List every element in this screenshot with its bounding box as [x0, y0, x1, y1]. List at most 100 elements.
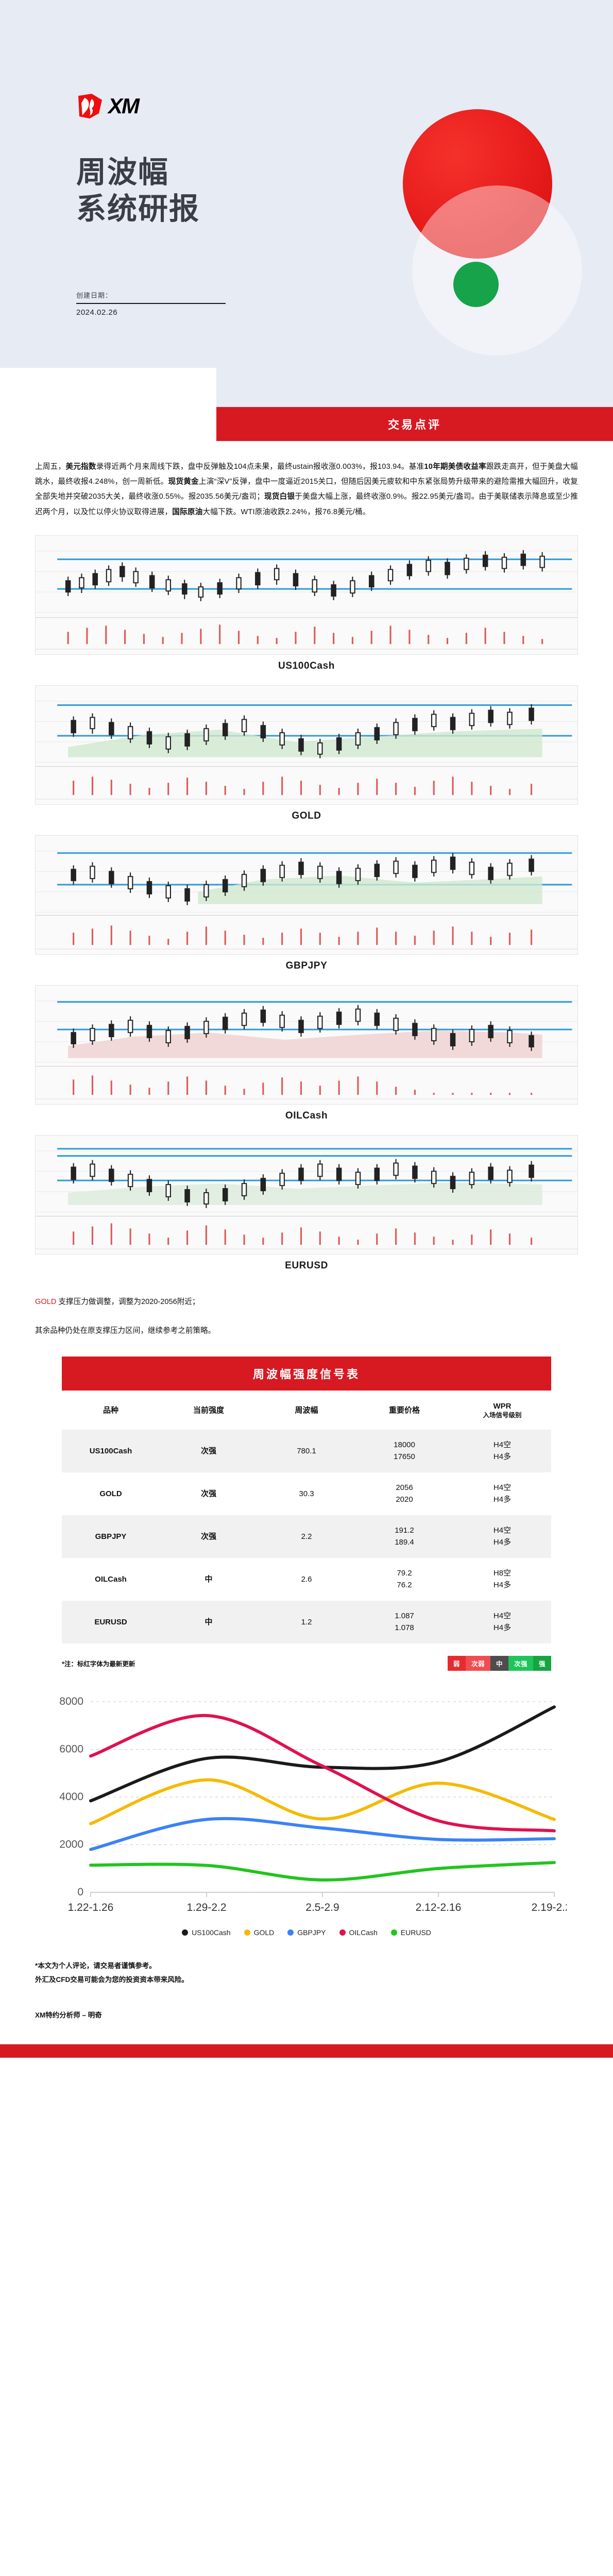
- legend-dot: [390, 1929, 397, 1936]
- cell-key-price: 18000 17650: [355, 1430, 453, 1472]
- signal-table-body: US100Cash 次强 780.1 18000 17650 H4空 H4多 G…: [62, 1430, 551, 1644]
- price-low: 17650: [394, 1452, 415, 1461]
- chart-card: OILCash: [35, 985, 578, 1124]
- chart-image-gold: [35, 685, 578, 805]
- cell-wpr: H4空 H4多: [453, 1601, 551, 1643]
- legend-note: *注：标红字体为最新更新: [62, 1660, 135, 1668]
- cell-strength: 次强: [200, 1532, 216, 1541]
- legend-item-oilcash: OILCash: [339, 1928, 378, 1937]
- col-wpr-main: WPR: [493, 1402, 512, 1411]
- chip-strong: 强: [533, 1656, 551, 1671]
- price-high: 1.087: [395, 1612, 414, 1621]
- svg-text:2000: 2000: [59, 1839, 83, 1851]
- candlestick-svg: [36, 1135, 577, 1254]
- price-low: 76.2: [397, 1580, 412, 1589]
- signal-table-wrap: 品种 当前强度 周波幅 重要价格 WPR 入场信号级别 US100Cash 次强…: [0, 1391, 613, 1644]
- cell-strength: 中: [205, 1617, 213, 1626]
- xm-logo: XM: [76, 93, 140, 120]
- cell-strength: 中: [205, 1574, 213, 1584]
- wpr-long: H4多: [493, 1623, 512, 1632]
- legend-item-us100cash: US100Cash: [182, 1928, 231, 1937]
- candlestick-svg: [36, 835, 577, 954]
- commentary-paragraph: 上周五，美元指数录得近两个月来周线下跌，盘中反弹触及104点未果，最终ustai…: [35, 463, 578, 516]
- strategy-notes: GOLD 支撑压力做调整，调整为2020-2056附近； 其余品种仍处在原支撑压…: [0, 1285, 613, 1343]
- cell-wpr: H4空 H4多: [453, 1515, 551, 1558]
- legend-label: OILCash: [349, 1928, 378, 1937]
- gold-note-line: GOLD 支撑压力做调整，调整为2020-2056附近；: [35, 1294, 578, 1310]
- wpr-long: H4多: [493, 1452, 512, 1461]
- legend-label: EURUSD: [400, 1928, 431, 1937]
- strength-chips: 弱 次弱 中 次强 强: [447, 1656, 551, 1671]
- cell-strength: 次强: [200, 1446, 216, 1455]
- legend-dot: [244, 1929, 250, 1936]
- cell-key-price: 2056 2020: [355, 1472, 453, 1515]
- col-wpr-sub: 入场信号级别: [483, 1411, 522, 1419]
- table-row: GOLD 次强 30.3 2056 2020 H4空 H4多: [62, 1472, 551, 1516]
- chip-sub-weak: 次弱: [465, 1656, 490, 1671]
- chart-image-gbpjpy: [35, 835, 578, 955]
- candlestick-svg: [36, 685, 577, 804]
- date-divider: [76, 303, 226, 304]
- price-high: 18000: [394, 1440, 415, 1450]
- creation-date-block: 创建日期： 2024.02.26: [76, 290, 231, 317]
- disclaimer-line-2: 外汇及CFD交易可能会为您的投资资本带来风险。: [35, 1975, 189, 1984]
- cell-key-price: 79.2 76.2: [355, 1558, 453, 1601]
- chip-weak: 弱: [447, 1656, 466, 1671]
- wpr-long: H4多: [493, 1495, 512, 1504]
- disclaimer-line-1: *本文为个人评论，请交易者谨慎参考。: [35, 1962, 156, 1970]
- col-strength: 当前强度: [193, 1405, 224, 1415]
- decorative-green-circle: [453, 262, 499, 307]
- cell-range: 30.3: [299, 1489, 314, 1498]
- chart-card: GOLD: [35, 685, 578, 824]
- cell-symbol: EURUSD: [94, 1617, 127, 1626]
- chart-caption: US100Cash: [278, 660, 335, 671]
- svg-text:2.5-2.9: 2.5-2.9: [305, 1902, 339, 1913]
- cell-wpr: H4空 H4多: [453, 1430, 551, 1472]
- table-header-row: 品种 当前强度 周波幅 重要价格 WPR 入场信号级别: [62, 1391, 551, 1430]
- linechart-legend: US100Cash GOLD GBPJPY OILCash EURUSD: [46, 1926, 567, 1937]
- table-row: OILCash 中 2.6 79.2 76.2 H8空 H4多: [62, 1558, 551, 1601]
- candlestick-svg: [36, 535, 577, 654]
- price-low: 1.078: [395, 1623, 414, 1632]
- legend-dot: [182, 1929, 189, 1936]
- wpr-long: H4多: [493, 1537, 512, 1547]
- cell-range: 780.1: [297, 1446, 316, 1455]
- wpr-short: H8空: [493, 1569, 512, 1578]
- chip-mid: 中: [490, 1656, 508, 1671]
- footer-section: *本文为个人评论，请交易者谨慎参考。 外汇及CFD交易可能会为您的投资资本带来风…: [0, 1937, 613, 2044]
- cell-range: 1.2: [301, 1617, 312, 1626]
- cell-symbol: GBPJPY: [95, 1532, 127, 1541]
- cell-key-price: 191.2 189.4: [355, 1515, 453, 1558]
- footer-red-bar: [0, 2044, 613, 2058]
- cell-range: 2.2: [301, 1532, 312, 1541]
- hero-section: XM 周波幅 系统研报 创建日期： 2024.02.26: [0, 0, 613, 407]
- price-low: 189.4: [395, 1537, 414, 1547]
- legend-label: US100Cash: [192, 1928, 231, 1937]
- chart-caption: GOLD: [292, 810, 321, 821]
- signal-table: 品种 当前强度 周波幅 重要价格 WPR 入场信号级别 US100Cash 次强…: [62, 1391, 551, 1644]
- linechart-svg: 0 2000 4000 6000 8000 1.22-1.26 1.29-2.2 2.5-2.…: [59, 1696, 567, 1913]
- table-row: GBPJPY 次强 2.2 191.2 189.4 H4空 H4多: [62, 1515, 551, 1558]
- signal-table-banner: 周波幅强度信号表: [62, 1357, 551, 1391]
- chart-card: US100Cash: [35, 535, 578, 674]
- col-range: 周波幅: [295, 1405, 318, 1415]
- table-row: US100Cash 次强 780.1 18000 17650 H4空 H4多: [62, 1430, 551, 1473]
- cell-symbol: OILCash: [95, 1574, 127, 1584]
- weekly-range-linechart: 0 2000 4000 6000 8000 1.22-1.26 1.29-2.2 2.5-2.…: [0, 1671, 613, 1937]
- date-label: 创建日期：: [76, 292, 113, 299]
- chart-image-oilcash: [35, 985, 578, 1105]
- legend-item-gold: GOLD: [244, 1928, 274, 1937]
- col-wpr: WPR 入场信号级别: [453, 1391, 551, 1430]
- wpr-short: H4空: [493, 1440, 512, 1450]
- date-value: 2024.02.26: [76, 308, 118, 317]
- chart-card: EURUSD: [35, 1134, 578, 1274]
- other-note-line: 其余品种仍处在原支撑压力区间，继续参考之前策略。: [35, 1327, 216, 1335]
- price-low: 2020: [396, 1495, 413, 1504]
- xm-bull-logo-icon: [78, 94, 102, 118]
- gold-symbol-tag: GOLD: [35, 1297, 57, 1306]
- table-row: EURUSD 中 1.2 1.087 1.078 H4空 H4多: [62, 1601, 551, 1644]
- report-page: XM 周波幅 系统研报 创建日期： 2024.02.26 交易点评 上周五，美元…: [0, 0, 613, 2058]
- price-high: 2056: [396, 1483, 413, 1493]
- legend-item-gbpjpy: GBPJPY: [287, 1928, 326, 1937]
- wpr-long: H4多: [493, 1580, 512, 1589]
